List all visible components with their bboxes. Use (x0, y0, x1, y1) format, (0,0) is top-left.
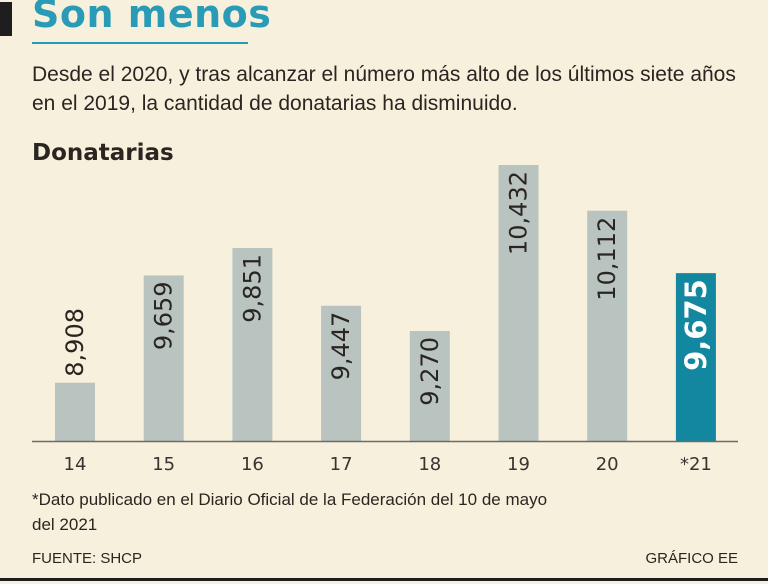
graphic-credit: GRÁFICO EE (645, 550, 738, 567)
bar-value-label: 10,432 (505, 171, 533, 255)
bar-20 (587, 210, 628, 441)
x-tick-label: 16 (241, 454, 264, 475)
footnote: *Dato publicado en el Diario Oficial de … (32, 490, 548, 534)
bottom-rule (0, 578, 768, 581)
chart-subtitle: Desde el 2020, y tras alcanzar el número… (32, 63, 736, 115)
bars-group: 8,908 9,659 9,851 9,447 9,270 10,432 10,112 9,6… (55, 165, 716, 441)
bar-value-label: 9,659 (150, 281, 178, 350)
x-tick-label: 14 (64, 454, 87, 475)
accent-bar (0, 2, 12, 36)
bar-18 (409, 331, 450, 441)
bar-value-label: 10,112 (593, 217, 621, 301)
x-axis-ticks: 14 15 16 17 18 19 20 *21 (64, 454, 712, 475)
x-tick-label: 18 (418, 454, 441, 475)
x-tick-label: 17 (330, 454, 353, 475)
x-tick-label: 15 (152, 454, 175, 475)
bar-value-label: 9,675 (679, 279, 713, 371)
bar-value-label: 8,908 (61, 308, 89, 377)
source-note: FUENTE: SHCP (32, 550, 143, 567)
x-tick-label: *21 (680, 454, 712, 475)
bar-value-label: 9,270 (416, 337, 444, 406)
bar-17 (321, 305, 362, 441)
bar-19 (498, 165, 539, 441)
bar-value-label: 9,447 (327, 312, 355, 381)
bar-16 (232, 248, 273, 441)
bar-value-label: 9,851 (238, 254, 266, 323)
bar-15 (143, 275, 184, 441)
title-underline (32, 42, 248, 44)
x-tick-label: 20 (596, 454, 619, 475)
bar-star-21 (675, 273, 716, 441)
chart-title: Son menos (32, 0, 272, 36)
series-label: Donatarias (32, 140, 174, 166)
x-tick-label: 19 (507, 454, 530, 475)
bar-14 (55, 382, 95, 441)
